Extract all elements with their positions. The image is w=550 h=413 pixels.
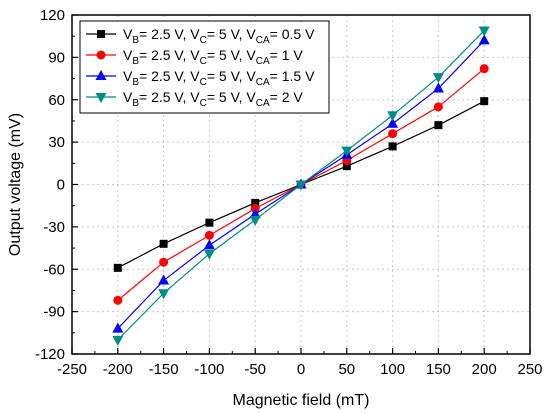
data-point xyxy=(204,230,214,240)
data-point xyxy=(112,335,124,346)
legend-subscript: B xyxy=(132,35,139,46)
legend-text-part: = 1 V xyxy=(270,47,304,63)
legend-text-part: = 5 V, V xyxy=(207,26,257,42)
y-tick-label: -120 xyxy=(35,346,65,363)
legend-item: VB= 2.5 V, VC= 5 V, VCA= 1.5 V xyxy=(86,68,315,88)
data-point xyxy=(434,121,443,130)
legend-label: VB= 2.5 V, VC= 5 V, VCA= 1.5 V xyxy=(123,68,315,88)
legend-subscript: CA xyxy=(256,77,270,88)
legend-box xyxy=(79,20,330,114)
x-tick-label: -150 xyxy=(149,361,179,378)
legend-label: VB= 2.5 V, VC= 5 V, VCA= 2 V xyxy=(123,89,303,109)
data-point xyxy=(387,111,399,122)
legend-marker xyxy=(95,93,107,103)
data-point xyxy=(387,117,399,128)
data-point xyxy=(388,142,397,151)
legend-subscript: B xyxy=(132,56,139,67)
legend-subscript: CA xyxy=(256,98,270,109)
y-tick-label: -90 xyxy=(43,304,65,321)
data-point xyxy=(203,239,215,250)
legend-subscript: B xyxy=(132,98,139,109)
legend-text-part: = 2.5 V, V xyxy=(139,47,200,63)
legend-text-part: = 5 V, V xyxy=(207,89,257,105)
x-tick-label: -50 xyxy=(244,361,266,378)
data-point xyxy=(433,102,443,112)
x-tick-label: 150 xyxy=(426,361,451,378)
data-point xyxy=(341,146,353,157)
x-tick-label: 200 xyxy=(472,361,497,378)
legend-text-part: = 2.5 V, V xyxy=(139,68,200,84)
data-point xyxy=(159,257,169,267)
data-point xyxy=(432,73,444,84)
y-axis-label: Output voltage (mV) xyxy=(7,113,24,256)
legend-text-part: = 5 V, V xyxy=(207,68,257,84)
data-point xyxy=(203,249,215,260)
x-tick-label: -200 xyxy=(103,361,133,378)
legend-text-part: = 2.5 V, V xyxy=(139,89,200,105)
x-tick-label: -100 xyxy=(194,361,224,378)
legend-subscript: B xyxy=(132,77,139,88)
data-point xyxy=(479,64,489,74)
legend-item: VB= 2.5 V, VC= 5 V, VCA= 0.5 V xyxy=(86,26,315,46)
legend-text-part: = 2.5 V, V xyxy=(139,26,200,42)
legend-text-part: = 0.5 V xyxy=(270,26,315,42)
legend-marker xyxy=(96,50,106,60)
legend-label: VB= 2.5 V, VC= 5 V, VCA= 1 V xyxy=(123,47,303,67)
data-point xyxy=(249,208,261,219)
series-4 xyxy=(112,26,490,346)
legend-subscript: CA xyxy=(256,56,270,67)
data-point xyxy=(158,274,170,285)
y-tick-label: -30 xyxy=(43,219,65,236)
legend-subscript: C xyxy=(200,56,207,67)
legend-text-part: V xyxy=(123,26,133,42)
legend-text-part: V xyxy=(123,89,133,105)
x-tick-label: 250 xyxy=(517,361,542,378)
data-point xyxy=(480,97,489,106)
x-axis-label: Magnetic field (mT) xyxy=(233,392,370,409)
data-point xyxy=(159,239,168,248)
data-point xyxy=(388,129,398,139)
y-tick-label: -60 xyxy=(43,261,65,278)
legend-text-part: V xyxy=(123,68,133,84)
legend-subscript: C xyxy=(200,98,207,109)
data-point xyxy=(113,295,123,305)
x-tick-label: 100 xyxy=(380,361,405,378)
axis-ticks: -250 -200 -150 -100 -50 0 50 100 150 200 250 -120 -9… xyxy=(35,7,543,378)
x-tick-label: -250 xyxy=(57,361,87,378)
legend-item: VB= 2.5 V, VC= 5 V, VCA= 1 V xyxy=(86,47,303,67)
data-point xyxy=(205,218,214,227)
legend-label: VB= 2.5 V, VC= 5 V, VCA= 0.5 V xyxy=(123,26,315,46)
legend-subscript: C xyxy=(200,77,207,88)
data-point xyxy=(295,180,307,191)
legend-text-part: = 1.5 V xyxy=(270,68,315,84)
data-point xyxy=(113,263,122,272)
x-tick-label: 50 xyxy=(338,361,355,378)
y-tick-label: 90 xyxy=(48,49,65,66)
legend-subscript: C xyxy=(200,35,207,46)
data-point xyxy=(478,26,490,37)
x-tick-label: 0 xyxy=(297,361,305,378)
legend-text-part: = 5 V, V xyxy=(207,47,257,63)
legend: VB= 2.5 V, VC= 5 V, VCA= 0.5 VVB= 2.5 V,… xyxy=(79,20,330,114)
data-point xyxy=(112,322,124,333)
legend-item: VB= 2.5 V, VC= 5 V, VCA= 2 V xyxy=(86,89,303,109)
legend-marker xyxy=(95,70,107,80)
data-point xyxy=(342,162,351,171)
y-tick-label: 60 xyxy=(48,92,65,109)
data-point xyxy=(478,34,490,45)
data-point xyxy=(251,198,260,207)
y-tick-label: 0 xyxy=(57,177,65,194)
legend-text-part: = 2 V xyxy=(270,89,304,105)
series-group xyxy=(112,26,490,346)
legend-text-part: V xyxy=(123,47,133,63)
data-point xyxy=(158,289,170,300)
legend-subscript: CA xyxy=(256,35,270,46)
legend-marker xyxy=(97,30,105,38)
data-point xyxy=(249,215,261,226)
y-tick-label: 30 xyxy=(48,134,65,151)
data-point xyxy=(432,82,444,93)
y-tick-label: 120 xyxy=(40,7,65,24)
